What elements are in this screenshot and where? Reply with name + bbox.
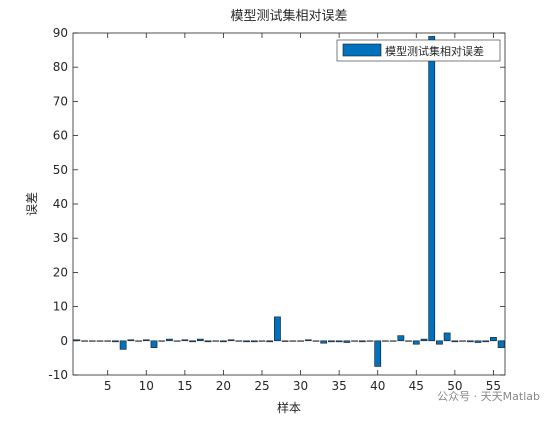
bar xyxy=(436,340,443,345)
bar xyxy=(266,340,274,343)
bar xyxy=(235,340,243,342)
x-tick-label: 15 xyxy=(177,379,192,393)
bar xyxy=(466,340,474,343)
x-tick-label: 45 xyxy=(409,379,424,393)
y-axis-label: 误差 xyxy=(25,192,39,216)
x-tick-label: 30 xyxy=(293,379,308,393)
bar xyxy=(343,340,351,343)
bar xyxy=(490,337,497,342)
bar xyxy=(166,338,173,342)
x-tick-label: 5 xyxy=(104,379,112,393)
bar xyxy=(297,340,304,342)
y-tick-label: 50 xyxy=(53,163,68,177)
bar xyxy=(405,340,412,342)
bar xyxy=(181,339,189,342)
bar xyxy=(412,340,420,345)
bar xyxy=(397,335,405,342)
bar xyxy=(204,340,212,343)
bar xyxy=(112,340,119,343)
bar xyxy=(274,316,281,342)
x-tick-label: 35 xyxy=(332,379,347,393)
bar xyxy=(127,339,135,342)
bar xyxy=(258,340,266,342)
bar xyxy=(328,340,335,343)
bar xyxy=(382,340,389,342)
bar xyxy=(312,340,320,342)
bar xyxy=(289,340,297,342)
legend-label: 模型测试集相对误差 xyxy=(385,44,484,58)
y-tick-label: 60 xyxy=(53,129,68,143)
bar xyxy=(96,340,104,342)
bar xyxy=(497,340,505,348)
y-tick-label: 90 xyxy=(53,26,68,40)
x-tick-label: 40 xyxy=(370,379,385,393)
y-tick-label: 20 xyxy=(53,265,68,279)
x-tick-label: 25 xyxy=(254,379,269,393)
bar xyxy=(150,340,158,348)
y-tick-label: 70 xyxy=(53,94,68,108)
bar xyxy=(189,340,196,343)
bar xyxy=(212,340,220,342)
x-tick-label: 20 xyxy=(216,379,231,393)
x-tick-label: 10 xyxy=(139,379,154,393)
bar xyxy=(281,340,289,342)
bar xyxy=(474,340,482,343)
y-tick-label: 0 xyxy=(60,334,68,348)
bar xyxy=(158,340,166,342)
y-tick-label: 30 xyxy=(53,231,68,245)
bar xyxy=(227,339,235,342)
y-tick-label: 40 xyxy=(53,197,68,211)
bar xyxy=(142,339,150,342)
bar xyxy=(451,340,459,343)
bar xyxy=(420,338,428,342)
bar xyxy=(196,338,204,342)
bar xyxy=(389,340,397,342)
y-tick-label: 80 xyxy=(53,60,68,74)
bar xyxy=(220,340,227,343)
x-tick-label: 55 xyxy=(486,379,501,393)
y-tick-label: 10 xyxy=(53,300,68,314)
bar xyxy=(358,340,366,343)
bar xyxy=(443,332,451,342)
bar xyxy=(119,340,127,350)
x-tick-label: 50 xyxy=(447,379,462,393)
watermark: 公众号 · 天天Matlab xyxy=(437,390,540,403)
bar xyxy=(81,340,88,342)
bar xyxy=(135,340,142,342)
bar xyxy=(459,340,466,342)
bar xyxy=(351,340,358,342)
bar xyxy=(335,340,343,343)
legend-swatch xyxy=(342,43,382,57)
chart-title: 模型测试集相对误差 xyxy=(230,8,347,24)
bar xyxy=(320,340,328,344)
bar xyxy=(250,340,258,343)
y-tick-label: -10 xyxy=(48,368,68,382)
bar xyxy=(482,340,490,343)
bar xyxy=(304,339,312,342)
bar xyxy=(173,340,181,342)
x-axis-label: 样本 xyxy=(277,400,301,415)
bar xyxy=(374,340,382,367)
bar xyxy=(104,340,112,342)
bar xyxy=(366,340,374,342)
bar xyxy=(88,340,96,342)
bar xyxy=(428,36,436,342)
bar xyxy=(243,340,250,343)
